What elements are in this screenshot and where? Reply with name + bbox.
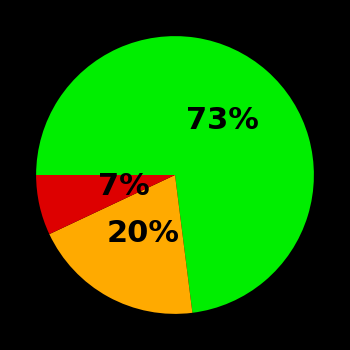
Wedge shape [49, 175, 192, 314]
Text: 73%: 73% [186, 106, 259, 135]
Wedge shape [36, 175, 175, 234]
Wedge shape [36, 36, 314, 313]
Text: 20%: 20% [106, 219, 180, 248]
Text: 7%: 7% [98, 172, 149, 201]
